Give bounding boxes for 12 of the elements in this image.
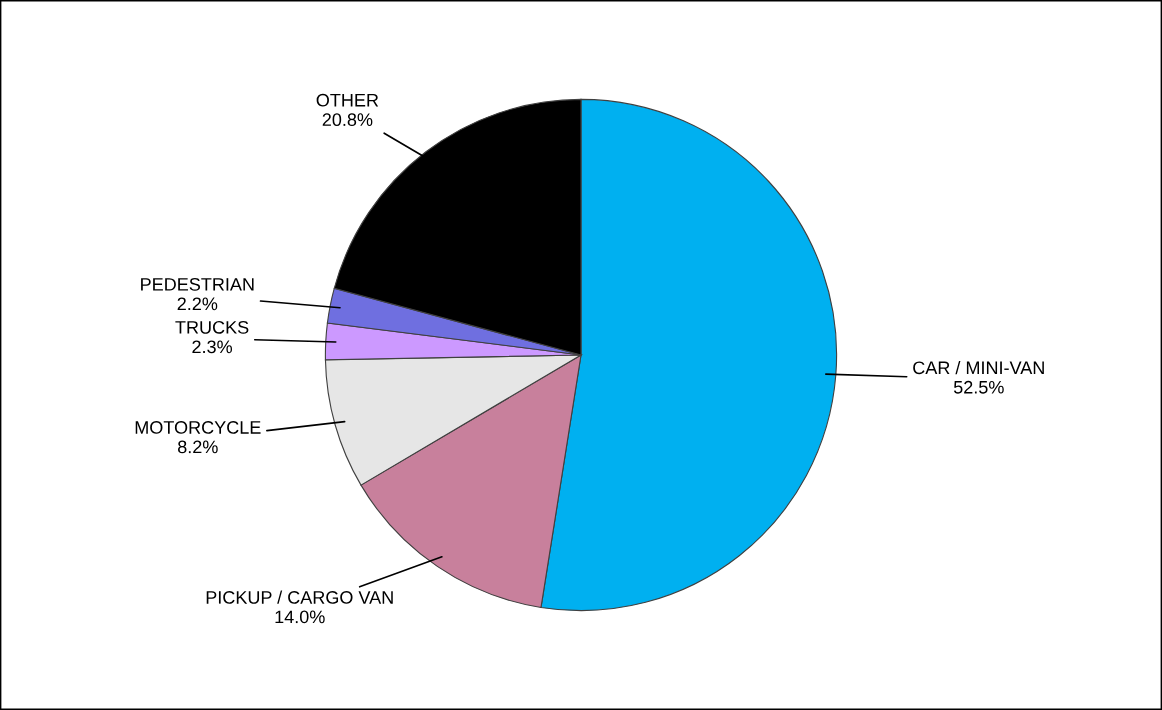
data-label: 2.3% — [192, 340, 233, 354]
slice-label: PICKUP / CARGO VAN — [206, 590, 393, 604]
slice-label: OTHER — [316, 93, 379, 107]
data-label: 14.0% — [275, 610, 325, 624]
data-label: 20.8% — [322, 113, 373, 127]
data-label: 52.5% — [953, 380, 1004, 394]
slice-label: TRUCKS — [175, 320, 249, 334]
data-label: 8.2% — [178, 440, 218, 454]
data-label: 2.2% — [177, 297, 218, 311]
slice-label: MOTORCYCLE — [135, 421, 261, 434]
slice-label: PEDESTRIAN — [141, 277, 254, 291]
slice-label: CAR / MINI-VAN — [913, 360, 1044, 375]
